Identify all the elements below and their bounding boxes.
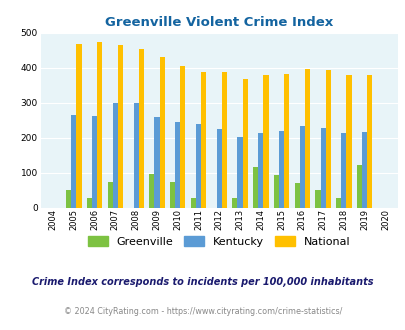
Bar <box>154 117 159 208</box>
Legend: Greenville, Kentucky, National: Greenville, Kentucky, National <box>82 230 356 252</box>
Bar <box>341 133 345 208</box>
Bar <box>118 45 123 208</box>
Bar <box>367 75 371 208</box>
Bar <box>87 198 92 208</box>
Bar <box>252 167 258 208</box>
Bar <box>294 183 299 208</box>
Bar <box>66 190 71 208</box>
Bar <box>113 103 118 208</box>
Bar <box>237 137 242 208</box>
Bar <box>76 44 81 208</box>
Bar <box>180 66 185 208</box>
Bar <box>335 198 341 208</box>
Bar <box>278 131 284 208</box>
Bar <box>221 72 226 208</box>
Bar <box>216 129 221 208</box>
Bar <box>284 74 289 208</box>
Bar <box>133 103 139 208</box>
Bar <box>97 42 102 208</box>
Bar <box>273 175 278 208</box>
Bar <box>304 69 309 208</box>
Bar <box>232 198 237 208</box>
Bar <box>299 126 304 208</box>
Bar <box>159 57 164 208</box>
Bar <box>175 122 180 208</box>
Bar <box>361 132 367 208</box>
Bar <box>242 79 247 208</box>
Bar <box>169 182 175 208</box>
Bar <box>345 75 351 208</box>
Bar <box>315 190 320 208</box>
Title: Greenville Violent Crime Index: Greenville Violent Crime Index <box>105 16 333 29</box>
Bar <box>356 165 361 208</box>
Bar <box>190 198 195 208</box>
Bar <box>263 75 268 208</box>
Bar <box>200 72 206 208</box>
Bar <box>107 182 113 208</box>
Bar <box>258 133 263 208</box>
Bar <box>92 115 97 208</box>
Text: © 2024 CityRating.com - https://www.cityrating.com/crime-statistics/: © 2024 CityRating.com - https://www.city… <box>64 307 341 316</box>
Text: Crime Index corresponds to incidents per 100,000 inhabitants: Crime Index corresponds to incidents per… <box>32 277 373 287</box>
Bar <box>149 174 154 208</box>
Bar <box>325 70 330 208</box>
Bar <box>71 115 76 208</box>
Bar <box>320 128 325 208</box>
Bar <box>139 49 144 208</box>
Bar <box>195 124 200 208</box>
